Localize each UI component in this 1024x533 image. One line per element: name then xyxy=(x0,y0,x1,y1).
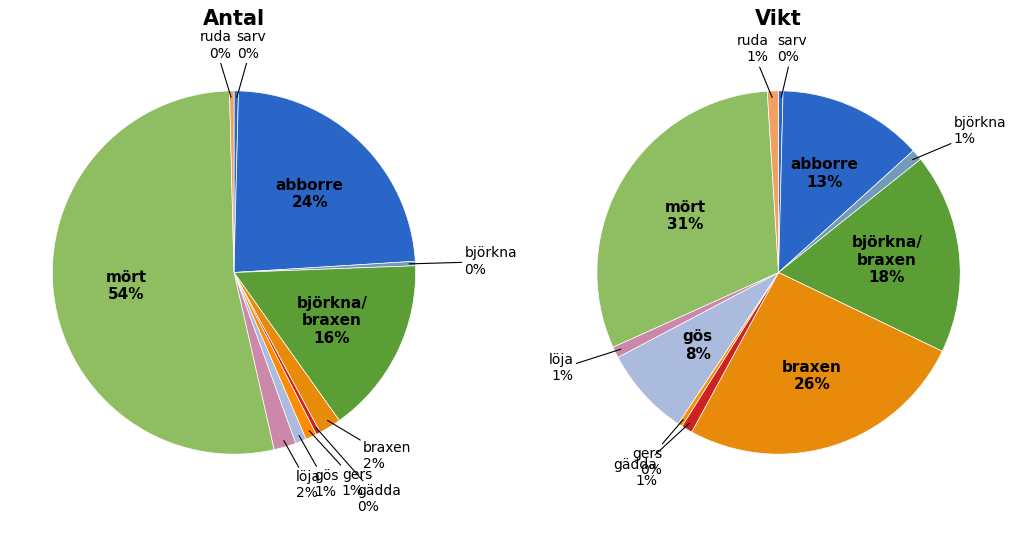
Text: abborre
24%: abborre 24% xyxy=(275,178,344,210)
Wedge shape xyxy=(234,272,321,434)
Text: sarv
0%: sarv 0% xyxy=(777,34,807,97)
Text: gädda
0%: gädda 0% xyxy=(315,427,400,514)
Text: löja
1%: löja 1% xyxy=(549,349,621,383)
Text: gers
1%: gers 1% xyxy=(309,431,372,498)
Wedge shape xyxy=(678,272,778,426)
Wedge shape xyxy=(52,91,274,454)
Wedge shape xyxy=(234,272,339,432)
Wedge shape xyxy=(613,272,778,357)
Text: sarv
0%: sarv 0% xyxy=(237,30,266,98)
Text: björkna
0%: björkna 0% xyxy=(410,246,517,277)
Text: ruda
0%: ruda 0% xyxy=(200,30,231,98)
Text: gers
0%: gers 0% xyxy=(632,419,683,477)
Wedge shape xyxy=(682,272,778,432)
Text: braxen
2%: braxen 2% xyxy=(328,421,412,471)
Wedge shape xyxy=(778,91,783,272)
Wedge shape xyxy=(234,272,296,450)
Wedge shape xyxy=(691,272,942,454)
Text: braxen
26%: braxen 26% xyxy=(782,360,842,392)
Text: mört
54%: mört 54% xyxy=(105,270,146,302)
Wedge shape xyxy=(617,272,778,424)
Text: gös
1%: gös 1% xyxy=(299,435,339,499)
Title: Vikt: Vikt xyxy=(756,9,802,29)
Text: gös
8%: gös 8% xyxy=(683,329,713,362)
Wedge shape xyxy=(234,266,416,421)
Text: gädda
1%: gädda 1% xyxy=(613,423,689,488)
Wedge shape xyxy=(234,91,239,272)
Text: mört
31%: mört 31% xyxy=(665,200,706,232)
Text: ruda
1%: ruda 1% xyxy=(736,34,772,98)
Wedge shape xyxy=(597,91,778,347)
Wedge shape xyxy=(234,261,416,272)
Wedge shape xyxy=(778,91,913,272)
Wedge shape xyxy=(234,272,316,439)
Text: björkna/
braxen
16%: björkna/ braxen 16% xyxy=(296,296,368,345)
Wedge shape xyxy=(234,91,416,272)
Wedge shape xyxy=(767,91,778,272)
Wedge shape xyxy=(778,159,961,351)
Text: björkna/
braxen
18%: björkna/ braxen 18% xyxy=(851,236,923,285)
Title: Antal: Antal xyxy=(203,9,265,29)
Wedge shape xyxy=(234,272,306,443)
Wedge shape xyxy=(778,151,921,272)
Wedge shape xyxy=(229,91,234,272)
Text: björkna
1%: björkna 1% xyxy=(912,116,1007,160)
Text: abborre
13%: abborre 13% xyxy=(791,157,858,190)
Text: löja
2%: löja 2% xyxy=(284,441,322,500)
